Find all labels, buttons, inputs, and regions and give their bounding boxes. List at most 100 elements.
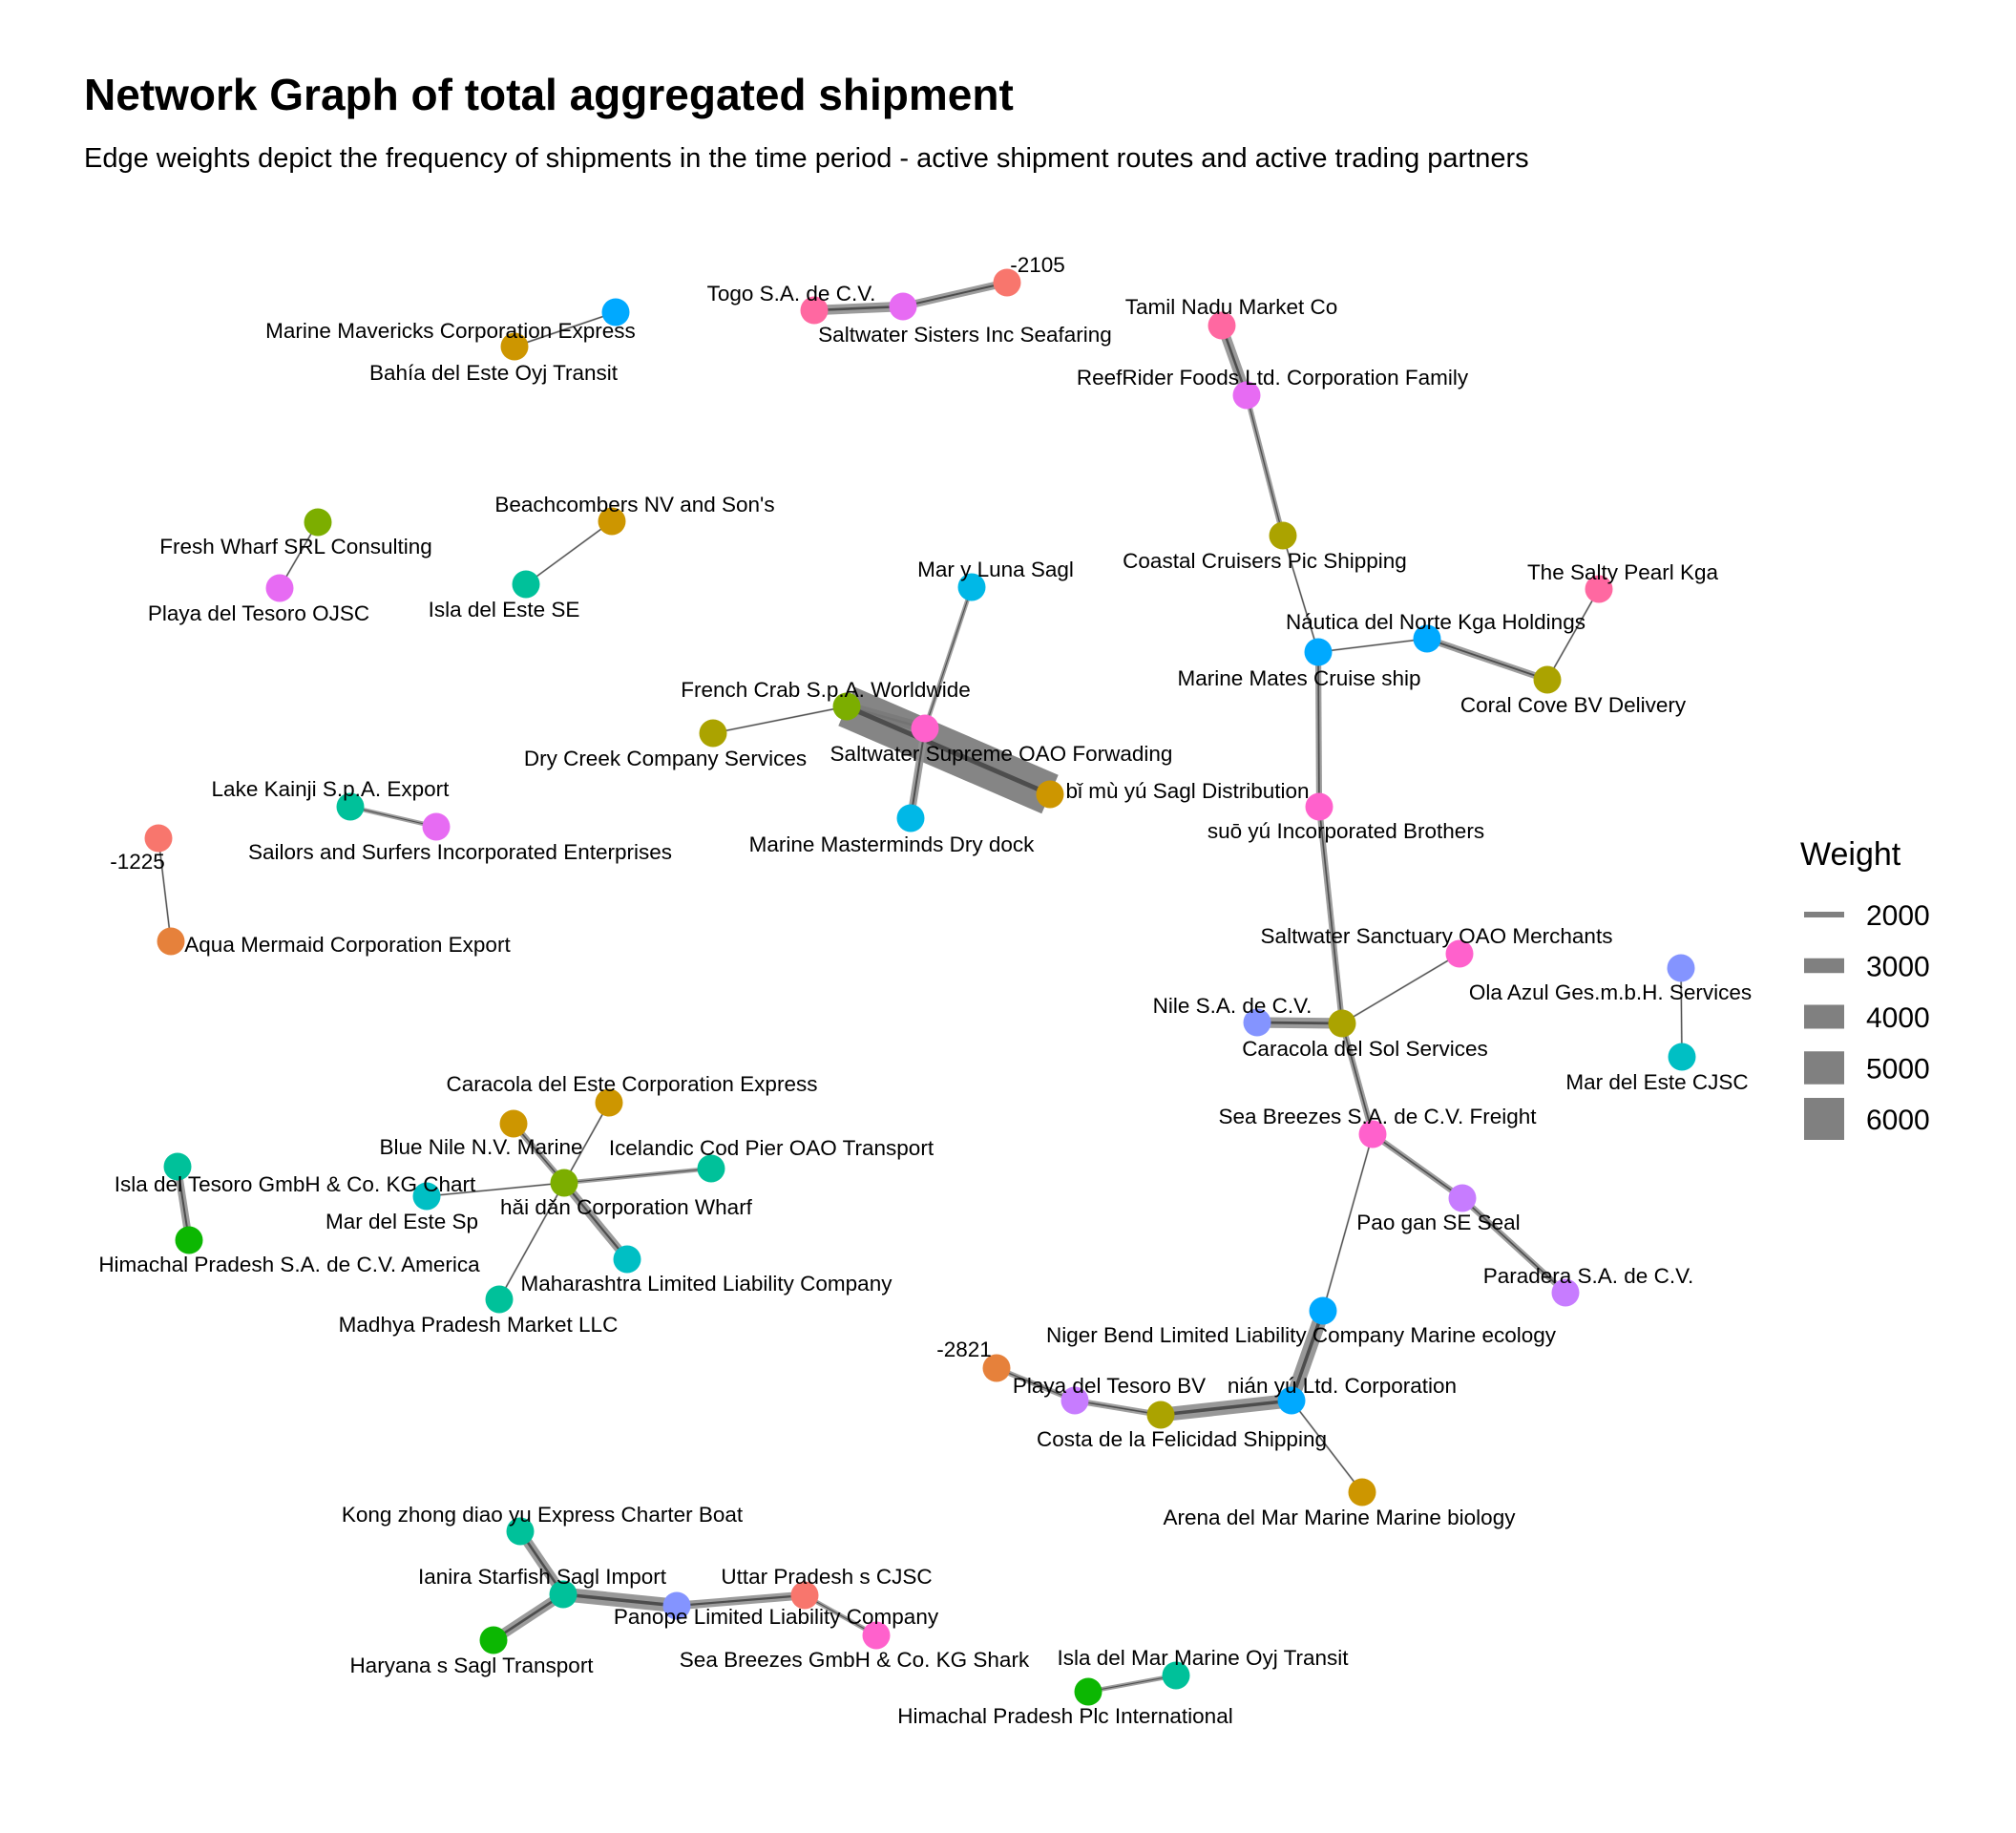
legend-label-4000: 4000 <box>1866 1002 1930 1034</box>
node-marine_mates[interactable] <box>1304 638 1333 666</box>
node-label-tamil_nadu: Tamil Nadu Market Co <box>1125 295 1338 319</box>
node-beachcombers[interactable] <box>598 507 626 536</box>
edge-core-saltwater_sisters-n_2105 <box>902 282 1008 307</box>
edge-core-hai_dan-madhya_pradesh <box>498 1182 565 1300</box>
node-label-mar_del_este_sp: Mar del Este Sp <box>326 1210 478 1233</box>
node-label-n_2821: -2821 <box>936 1338 992 1361</box>
node-arena_del_mar[interactable] <box>1348 1478 1376 1506</box>
node-n_2105[interactable] <box>993 268 1021 297</box>
edge-core-dry_creek-french_crab <box>712 706 848 734</box>
node-sailors_surfers[interactable] <box>422 812 451 841</box>
node-aqua_mermaid[interactable] <box>157 927 185 956</box>
node-label-ianira: Ianira Starfish Sagl Import <box>418 1565 667 1589</box>
edge-core-marine_mates-nautica_norte <box>1317 638 1428 653</box>
edge-core-panope-uttar_pradesh <box>676 1593 806 1608</box>
node-ola_azul[interactable] <box>1667 954 1695 982</box>
node-mar_y_luna[interactable] <box>957 573 986 601</box>
node-label-niger_bend: Niger Bend Limited Liability Company Mar… <box>1046 1323 1557 1347</box>
legend-item-3000: 3000 <box>1804 952 1930 983</box>
node-label-caracola_este: Caracola del Este Corporation Express <box>447 1072 818 1096</box>
node-label-french_crab: French Crab S.p.A. Worldwide <box>681 678 970 702</box>
node-maharashtra[interactable] <box>613 1245 641 1274</box>
node-nile_sa[interactable] <box>1243 1008 1271 1037</box>
node-ianira[interactable] <box>549 1580 578 1609</box>
node-marine_masterminds[interactable] <box>896 804 925 832</box>
edge-core-caracola_este-hai_dan <box>563 1102 610 1184</box>
node-icelandic_cod[interactable] <box>697 1154 725 1183</box>
node-nian_yu[interactable] <box>1277 1386 1306 1415</box>
edge-core-marine_mates-suo_yu <box>1317 651 1320 808</box>
legend-label-5000: 5000 <box>1866 1054 1930 1085</box>
node-panope[interactable] <box>662 1591 691 1620</box>
node-dry_creek[interactable] <box>699 719 727 748</box>
node-label-pao_gan: Pao gan SE Seal <box>1356 1211 1520 1234</box>
node-saltwater_supreme[interactable] <box>911 714 939 743</box>
edge-core-pao_gan-paradera <box>1461 1197 1566 1294</box>
node-himachal_plc[interactable] <box>1074 1677 1102 1706</box>
edge-core-suo_yu-caracola_sol <box>1318 806 1343 1024</box>
node-reefrider[interactable] <box>1232 381 1261 410</box>
node-label-himachal_sa: Himachal Pradesh S.A. de C.V. America <box>98 1253 480 1276</box>
node-mar_del_este_cjsc[interactable] <box>1668 1043 1696 1071</box>
node-label-sea_breezes_sa: Sea Breezes S.A. de C.V. Freight <box>1218 1105 1537 1128</box>
node-uttar_pradesh[interactable] <box>790 1581 819 1610</box>
node-blue_nile[interactable] <box>499 1109 528 1138</box>
node-caracola_sol[interactable] <box>1328 1009 1356 1038</box>
node-coastal_cruisers[interactable] <box>1269 521 1297 550</box>
node-niger_bend[interactable] <box>1309 1296 1337 1325</box>
nodes-layer <box>144 268 1696 1706</box>
node-salty_pearl[interactable] <box>1585 575 1613 603</box>
node-french_crab[interactable] <box>832 692 861 721</box>
node-playa_tesoro_ojsc[interactable] <box>265 574 294 602</box>
node-paradera[interactable] <box>1551 1278 1580 1307</box>
node-nautica_norte[interactable] <box>1413 624 1441 653</box>
node-coral_cove[interactable] <box>1533 665 1562 694</box>
node-sea_breezes_sa[interactable] <box>1358 1120 1387 1148</box>
edge-core-ianira-panope <box>562 1592 678 1608</box>
node-label-lake_kainji: Lake Kainji S.p.A. Export <box>212 777 451 801</box>
node-playa_tesoro_bv[interactable] <box>1060 1386 1089 1415</box>
node-label-suo_yu: suō yú Incorporated Brothers <box>1208 819 1484 843</box>
node-mar_del_este_sp[interactable] <box>412 1182 441 1211</box>
node-madhya_pradesh[interactable] <box>485 1285 514 1314</box>
node-label-marine_mavericks: Marine Mavericks Corporation Express <box>265 319 636 343</box>
node-kong_zhong[interactable] <box>506 1517 535 1546</box>
node-label-saltwater_sisters: Saltwater Sisters Inc Seafaring <box>818 323 1112 347</box>
node-n_1225[interactable] <box>144 824 173 853</box>
node-label-fresh_wharf: Fresh Wharf SRL Consulting <box>159 535 432 558</box>
node-label-himachal_plc: Himachal Pradesh Plc International <box>897 1704 1232 1728</box>
node-lake_kainji[interactable] <box>336 792 365 821</box>
node-label-salty_pearl: The Salty Pearl Kga <box>1527 560 1719 584</box>
node-saltwater_sanctuary[interactable] <box>1445 939 1474 968</box>
node-suo_yu[interactable] <box>1305 792 1334 821</box>
legend-label-6000: 6000 <box>1866 1105 1930 1136</box>
node-label-arena_del_mar: Arena del Mar Marine Marine biology <box>1164 1506 1517 1529</box>
edge-core-lake_kainji-sailors_surfers <box>349 806 437 828</box>
edge-core-mar_y_luna-saltwater_supreme <box>924 586 973 729</box>
edges-layer <box>158 279 1683 1695</box>
node-n_2821[interactable] <box>982 1354 1011 1382</box>
legend-label-3000: 3000 <box>1866 952 1930 983</box>
node-isla_tesoro_gmbh[interactable] <box>163 1152 192 1181</box>
node-costa_felicidad[interactable] <box>1146 1401 1175 1429</box>
node-marine_mavericks[interactable] <box>601 298 630 327</box>
node-tamil_nadu[interactable] <box>1208 311 1236 340</box>
node-bahia_del_este[interactable] <box>500 332 529 361</box>
node-label-maharashtra: Maharashtra Limited Liability Company <box>521 1272 893 1296</box>
edge-core-ola_azul-mar_del_este_cjsc <box>1680 967 1683 1058</box>
legend-item-4000: 4000 <box>1804 1002 1930 1034</box>
node-isla_del_este[interactable] <box>512 570 540 599</box>
node-label-saltwater_supreme: Saltwater Supreme OAO Forwading <box>830 742 1173 766</box>
node-saltwater_sisters[interactable] <box>889 292 917 321</box>
node-label-marine_mates: Marine Mates Cruise ship <box>1177 666 1420 690</box>
node-bi_mu_yu[interactable] <box>1036 780 1064 809</box>
node-fresh_wharf[interactable] <box>304 508 332 537</box>
node-pao_gan[interactable] <box>1448 1184 1477 1212</box>
node-caracola_este[interactable] <box>595 1088 623 1117</box>
node-togo[interactable] <box>800 296 829 325</box>
node-sea_breezes_gmbh[interactable] <box>862 1621 891 1650</box>
node-isla_del_mar[interactable] <box>1162 1661 1190 1690</box>
node-haryana[interactable] <box>479 1626 508 1654</box>
node-hai_dan[interactable] <box>550 1169 578 1197</box>
node-himachal_sa[interactable] <box>175 1226 203 1254</box>
